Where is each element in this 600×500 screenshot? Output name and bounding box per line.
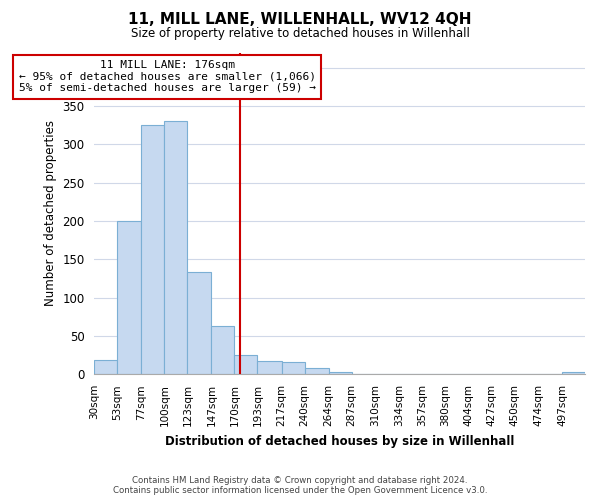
Bar [329,372,352,374]
X-axis label: Distribution of detached houses by size in Willenhall: Distribution of detached houses by size … [165,434,514,448]
Text: 11, MILL LANE, WILLENHALL, WV12 4QH: 11, MILL LANE, WILLENHALL, WV12 4QH [128,12,472,28]
Text: 11 MILL LANE: 176sqm
← 95% of detached houses are smaller (1,066)
5% of semi-det: 11 MILL LANE: 176sqm ← 95% of detached h… [19,60,316,94]
Bar [211,326,235,374]
Y-axis label: Number of detached properties: Number of detached properties [44,120,56,306]
Bar [117,221,141,374]
Text: Size of property relative to detached houses in Willenhall: Size of property relative to detached ho… [131,28,469,40]
Bar [235,355,257,374]
Bar [305,368,329,374]
Bar [281,362,305,374]
Bar [562,372,585,374]
Bar [257,362,281,374]
Bar [141,126,164,374]
Text: Contains HM Land Registry data © Crown copyright and database right 2024.
Contai: Contains HM Land Registry data © Crown c… [113,476,487,495]
Bar [187,272,211,374]
Bar [94,360,117,374]
Bar [164,122,187,374]
